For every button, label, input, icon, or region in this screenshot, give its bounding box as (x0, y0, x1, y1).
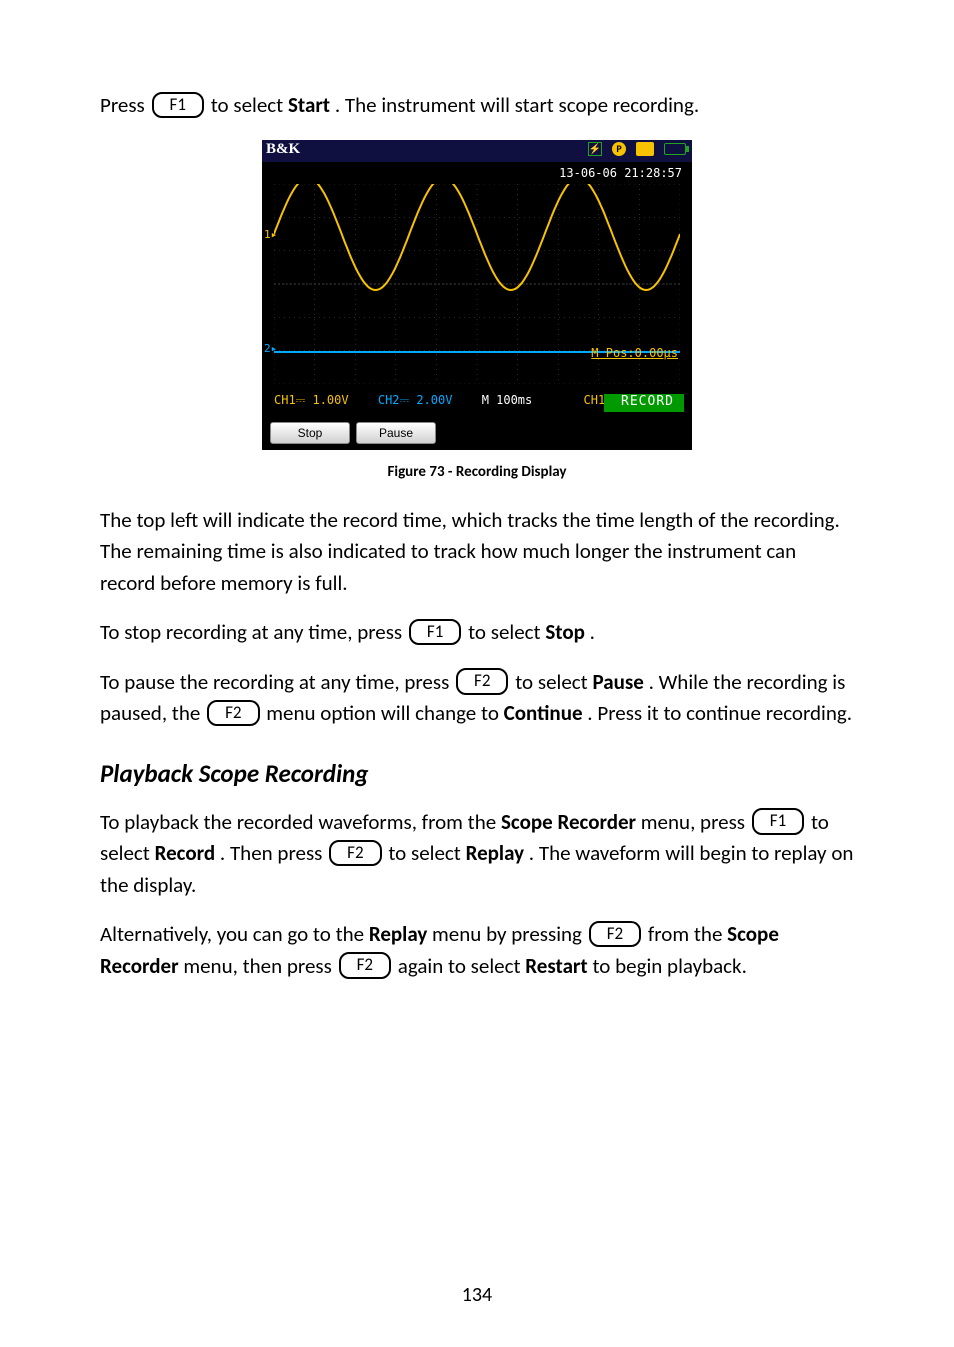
replay-label: Replay (466, 840, 524, 866)
pause-label: Pause (592, 669, 643, 695)
text: Alternatively, you can go to the (100, 921, 369, 947)
f2-key: F2 (339, 952, 391, 978)
figure-caption: Figure 73 - Recording Display (100, 463, 854, 481)
text: . Then press (220, 840, 327, 866)
ch2-volts: CH2⎓ 2.00V (378, 393, 453, 407)
restart-label: Restart (525, 953, 587, 979)
playback-heading: Playback Scope Recording (100, 758, 854, 789)
stop-button[interactable]: Stop (270, 422, 350, 444)
pause-button[interactable]: Pause (356, 422, 436, 444)
text: to select (515, 669, 592, 695)
top-icons: ⚡ P (588, 142, 686, 156)
f1-key: F1 (152, 92, 204, 118)
text: from the (648, 921, 727, 947)
usb-icon (636, 142, 654, 156)
playback-para-2: Alternatively, you can go to the Replay … (100, 919, 854, 982)
f1-key: F1 (752, 808, 804, 834)
scope-topbar: B&K ⚡ P (262, 140, 692, 162)
f2-key: F2 (207, 700, 259, 726)
figure-73: B&K ⚡ P 13-06-06 21:28:57 1▸ 2▸ M Pos:0.… (100, 140, 854, 481)
playback-para-1: To playback the recorded waveforms, from… (100, 807, 854, 902)
f2-key: F2 (589, 921, 641, 947)
text: to begin playback. (592, 953, 746, 979)
scope-display: B&K ⚡ P 13-06-06 21:28:57 1▸ 2▸ M Pos:0.… (262, 140, 692, 450)
text: To stop recording at any time, press (100, 619, 407, 645)
ch2-marker: 2▸ (264, 342, 277, 355)
f2-key: F2 (329, 840, 381, 866)
trigger-icon: ⚡ (588, 142, 602, 156)
timebase: M 100ms (482, 393, 533, 407)
text: . (590, 619, 595, 645)
text: menu option will change to (266, 700, 503, 726)
bk-logo: B&K (266, 141, 300, 158)
p-icon: P (612, 142, 626, 156)
text: to select (388, 840, 465, 866)
stop-label: Stop (545, 619, 585, 645)
replay-label: Replay (369, 921, 427, 947)
pause-line: To pause the recording at any time, pres… (100, 667, 854, 730)
text: menu, press (641, 809, 750, 835)
scope-button-row: Stop Pause (270, 422, 436, 444)
text: menu, then press (183, 953, 336, 979)
ch1-marker: 1▸ (264, 228, 277, 241)
text: To pause the recording at any time, pres… (100, 669, 454, 695)
para-record-time: The top left will indicate the record ti… (100, 505, 854, 600)
text: again to select (398, 953, 525, 979)
text: Press (100, 92, 150, 118)
text: . Press it to continue recording. (587, 700, 852, 726)
start-label: Start (288, 92, 330, 118)
text: . The instrument will start scope record… (335, 92, 699, 118)
battery-icon (664, 143, 686, 155)
scope-recorder-label: Scope Recorder (501, 809, 636, 835)
text: to select (211, 92, 288, 118)
record-badge: RECORD (615, 393, 680, 410)
intro-line: Press F1 to select Start . The instrumen… (100, 90, 854, 122)
text: menu by pressing (432, 921, 587, 947)
page-number: 134 (0, 1283, 954, 1307)
text: To playback the recorded waveforms, from… (100, 809, 501, 835)
ch1-volts: CH1⎓ 1.00V (274, 393, 349, 407)
f1-key: F1 (409, 619, 461, 645)
stop-line: To stop recording at any time, press F1 … (100, 617, 854, 649)
continue-label: Continue (504, 700, 583, 726)
record-label: Record (155, 840, 216, 866)
mpos-label: M Pos:0.00μs (591, 346, 678, 360)
scope-datetime: 13-06-06 21:28:57 (559, 166, 682, 180)
f2-key: F2 (456, 668, 508, 694)
text: to select (468, 619, 545, 645)
